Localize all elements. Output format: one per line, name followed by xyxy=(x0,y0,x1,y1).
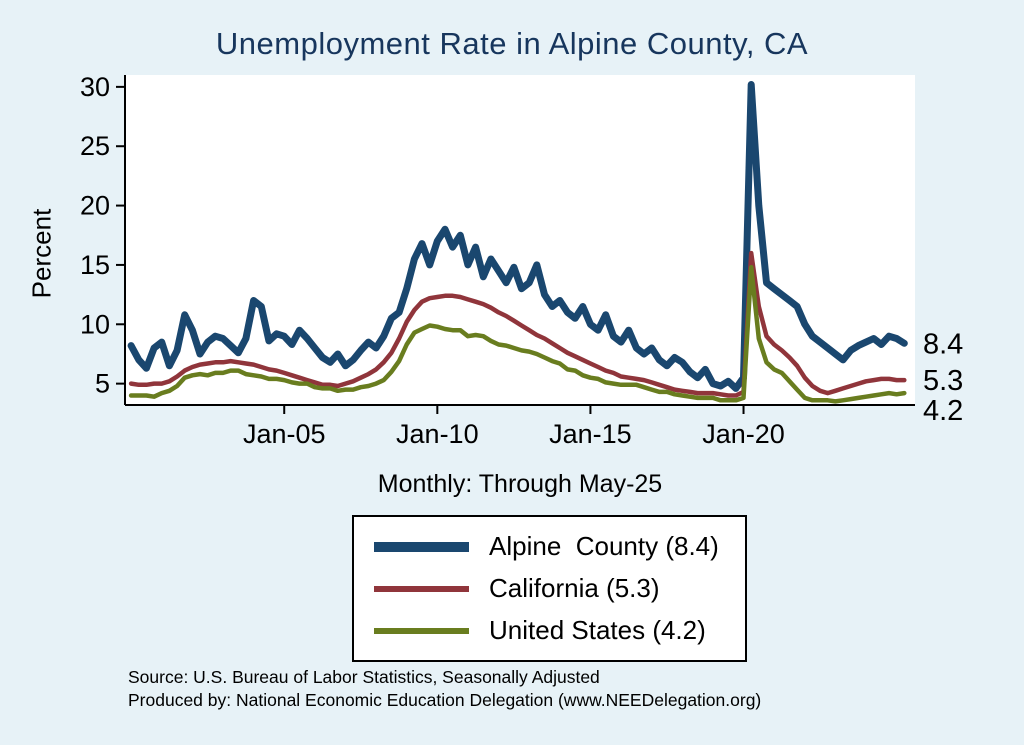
y-tick-label: 5 xyxy=(95,369,110,399)
plot-area xyxy=(125,75,915,405)
series-line-united-states xyxy=(128,265,907,404)
y-tick-label: 10 xyxy=(80,309,110,339)
x-tick-label: Jan-20 xyxy=(702,419,785,449)
y-tick-label: 20 xyxy=(80,191,110,221)
legend-item-alpine-county: Alpine County (8.4) xyxy=(374,531,719,562)
legend-swatch-united-states xyxy=(374,627,469,634)
series-end-label: 5.3 xyxy=(923,365,963,397)
legend: Alpine County (8.4) California (5.3) Uni… xyxy=(352,515,747,662)
series-end-label: 4.2 xyxy=(923,395,963,427)
source-block: Source: U.S. Bureau of Labor Statistics,… xyxy=(128,666,761,712)
series-line-alpine-county xyxy=(127,81,908,392)
y-tick-label: 15 xyxy=(80,250,110,280)
unemployment-line-chart: 5 10 15 20 25 30 Jan-05 Jan-10 Jan-15 Jan-20 8.4 5.… xyxy=(80,72,963,449)
legend-swatch-california xyxy=(374,585,469,592)
x-tick-label: Jan-10 xyxy=(396,419,479,449)
legend-label-california: California (5.3) xyxy=(489,573,660,603)
source-line: Source: U.S. Bureau of Labor Statistics,… xyxy=(128,667,600,687)
series-end-label: 8.4 xyxy=(923,328,963,360)
chart-subtitle: Monthly: Through May-25 xyxy=(377,470,663,498)
y-tick-label: 25 xyxy=(80,131,110,161)
chart-title: Unemployment Rate in Alpine County, CA xyxy=(215,26,809,61)
legend-label-alpine-county: Alpine County (8.4) xyxy=(489,531,719,561)
y-tick-label: 30 xyxy=(80,72,110,102)
x-tick-label: Jan-05 xyxy=(243,419,326,449)
legend-item-united-states: United States (4.2) xyxy=(374,615,719,646)
legend-item-california: California (5.3) xyxy=(374,573,719,604)
x-tick-label: Jan-15 xyxy=(549,419,632,449)
series-line-california xyxy=(128,250,907,398)
legend-label-united-states: United States (4.2) xyxy=(489,615,706,645)
legend-swatch-alpine-county xyxy=(374,541,469,552)
producer-line: Produced by: National Economic Education… xyxy=(128,690,762,710)
